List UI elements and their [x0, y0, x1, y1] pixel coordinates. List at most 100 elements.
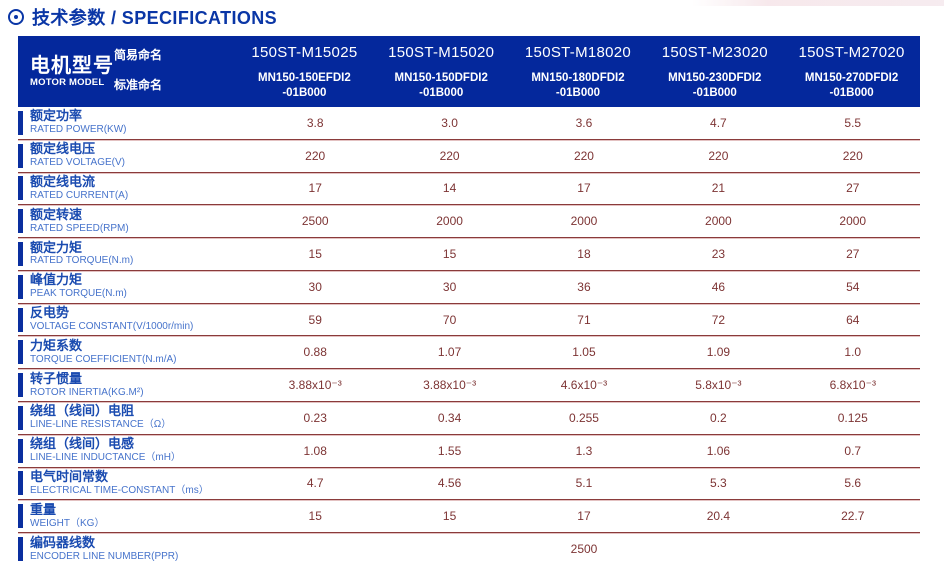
model-columns: 150ST-M15025 MN150-150EFDI2 -01B000 150ST-M… [236, 36, 920, 107]
row-label-text: 额定线电流 RATED CURRENT(A) [30, 173, 128, 202]
spec-value-cell: 20.4 [706, 509, 731, 524]
row-label-zh: 额定转速 [30, 206, 83, 222]
motor-model-label-en: MOTOR MODEL [30, 76, 105, 88]
spec-value-cell: 15 [308, 509, 322, 524]
row-label-en: RATED TORQUE(N.m) [30, 255, 134, 267]
row-label-zh: 反电势 [30, 305, 70, 321]
model-standard-line2: -01B000 [829, 86, 874, 99]
spec-value-cell: 2500 [301, 214, 329, 229]
row-label: 绕组（线间）电阻 LINE-LINE RESISTANCE（Ω） [18, 402, 248, 434]
row-label: 重量 WEIGHT（KG） [18, 500, 248, 532]
row-label-text: 绕组（线间）电感 LINE-LINE INDUCTANCE（mH） [30, 436, 181, 464]
spec-value-cell: 30 [442, 279, 457, 294]
table-body: 额定功率 RATED POWER(KW) 3.8 3.0 3.6 4.7 5.5 额定线电压 R… [18, 107, 920, 565]
model-standard-line1: MN150-150EFDI2 [258, 72, 351, 85]
spec-row: 绕组（线间）电阻 LINE-LINE RESISTANCE（Ω） 0.23 0.34 0… [18, 401, 920, 434]
row-values: 59 70 71 72 64 [248, 304, 920, 336]
spec-row: 重量 WEIGHT（KG） 15 15 17 20.4 22.7 [18, 499, 920, 532]
model-column: 150ST-M15025 MN150-150EFDI2 -01B000 [236, 36, 373, 107]
model-standard-line2: -01B000 [555, 86, 601, 99]
row-label-text: 编码器线数 ENCODER LINE NUMBER(PPR) [30, 535, 178, 563]
row-label-text: 力矩系数 TORQUE COEFFICIENT(N.m/A) [30, 337, 177, 366]
row-accent-bar [18, 438, 23, 463]
row-label-zh: 绕组（线间）电阻 [30, 403, 135, 419]
row-accent-bar [18, 471, 23, 496]
spec-value-cell: 15 [442, 509, 457, 524]
spec-value-cell: 4.56 [437, 476, 462, 491]
model-simple-name: 150ST-M18020 [524, 44, 632, 61]
spec-value-merged: 2500 [570, 542, 598, 557]
row-values: 2500 [248, 533, 920, 565]
spec-value-cell: 4.7 [306, 476, 324, 491]
model-simple-name: 150ST-M15025 [251, 44, 358, 61]
spec-row: 电气时间常数 ELECTRICAL TIME-CONSTANT（ms） 4.7 4.5… [18, 466, 920, 500]
spec-value-cell: 15 [308, 247, 322, 262]
spec-value-cell: 2000 [570, 214, 598, 229]
spec-row: 转子惯量 ROTOR INERTIA(KG.M²) 3.88x10⁻³ 3.88x10… [18, 368, 920, 401]
spec-value-cell: 22.7 [841, 509, 865, 524]
row-label-zh: 转子惯量 [30, 370, 83, 386]
row-label-en: RATED SPEED(RPM) [30, 222, 129, 234]
circle-dot-icon [8, 9, 24, 25]
row-label-en: RATED POWER(KW) [30, 124, 127, 136]
spec-value-cell: 64 [846, 312, 860, 327]
spec-row: 力矩系数 TORQUE COEFFICIENT(N.m/A) 0.88 1.07 1.0… [18, 335, 920, 368]
row-label: 反电势 VOLTAGE CONSTANT(V/1000r/min) [18, 304, 248, 336]
spec-value-cell: 30 [308, 279, 322, 294]
spec-value-cell: 0.125 [837, 410, 868, 425]
spec-value-cell: 5.1 [575, 476, 593, 491]
spec-value-cell: 1.55 [437, 443, 462, 458]
spec-value-cell: 5.6 [844, 476, 862, 491]
spec-value-cell: 23 [711, 247, 726, 262]
page-title: 技术参数 / SPECIFICATIONS [32, 8, 278, 28]
row-label-text: 额定功率 RATED POWER(KW) [30, 108, 127, 136]
spec-value-cell: 5.8x10⁻³ [695, 378, 742, 393]
row-accent-bar [18, 340, 23, 365]
spec-value-cell: 46 [711, 279, 726, 294]
row-label-text: 重量 WEIGHT（KG） [30, 502, 105, 530]
row-label-en: LINE-LINE INDUCTANCE（mH） [30, 452, 181, 464]
row-label-zh: 额定力矩 [30, 239, 83, 255]
simple-name-label: 简易命名 [114, 48, 163, 62]
spec-value-cell: 1.07 [437, 345, 462, 360]
motor-model-label-zh: 电机型号 [30, 54, 114, 77]
spec-value-cell: 2000 [839, 214, 867, 229]
spec-value-cell: 1.05 [572, 345, 596, 360]
row-label-text: 额定转速 RATED SPEED(RPM) [30, 206, 129, 235]
spec-value-cell: 21 [711, 181, 726, 196]
row-label-zh: 力矩系数 [30, 337, 83, 353]
model-standard-line1: MN150-150DFDI2 [394, 72, 488, 85]
spec-value-cell: 14 [442, 181, 457, 196]
spec-value-cell: 3.0 [441, 115, 458, 130]
spec-value-cell: 36 [577, 279, 591, 294]
spec-value-cell: 18 [577, 247, 591, 262]
row-label: 额定力矩 RATED TORQUE(N.m) [18, 238, 248, 270]
row-label-text: 反电势 VOLTAGE CONSTANT(V/1000r/min) [30, 305, 194, 333]
row-label-text: 转子惯量 ROTOR INERTIA(KG.M²) [30, 370, 144, 399]
spec-value-cell: 1.3 [575, 443, 593, 458]
row-values: 220 220 220 220 220 [248, 140, 920, 172]
row-label-en: TORQUE COEFFICIENT(N.m/A) [30, 353, 177, 365]
spec-value-cell: 3.88x10⁻³ [423, 378, 477, 393]
row-values: 3.88x10⁻³ 3.88x10⁻³ 4.6x10⁻³ 5.8x10⁻³ 6.8x10… [248, 369, 920, 401]
spec-value-cell: 1.0 [844, 345, 862, 360]
spec-value-cell: 0.23 [303, 410, 327, 425]
row-values: 0.88 1.07 1.05 1.09 1.0 [248, 336, 920, 368]
row-label-en: WEIGHT（KG） [30, 517, 105, 529]
spec-row: 峰值力矩 PEAK TORQUE(N.m) 30 30 36 46 54 [18, 269, 920, 303]
model-standard-name: MN150-270DFDI2 -01B000 [805, 71, 898, 100]
row-label-text: 绕组（线间）电阻 LINE-LINE RESISTANCE（Ω） [30, 404, 171, 431]
row-accent-bar [18, 176, 23, 201]
row-label-zh: 额定线电流 [30, 173, 96, 189]
spec-value-cell: 5.3 [710, 476, 727, 491]
row-label-en: VOLTAGE CONSTANT(V/1000r/min) [30, 321, 194, 333]
spec-value-cell: 27 [846, 247, 860, 262]
model-column: 150ST-M15020 MN150-150DFDI2 -01B000 [373, 36, 510, 107]
row-label-en: ELECTRICAL TIME-CONSTANT（ms） [30, 484, 209, 496]
spec-row: 额定力矩 RATED TORQUE(N.m) 15 15 18 23 27 [18, 237, 920, 270]
spec-value-cell: 0.34 [437, 410, 462, 425]
spec-value-cell: 0.255 [568, 410, 599, 425]
row-label: 编码器线数 ENCODER LINE NUMBER(PPR) [18, 533, 248, 565]
model-column: 150ST-M23020 MN150-230DFDI2 -01B000 [646, 36, 783, 107]
model-simple-name: 150ST-M23020 [661, 44, 768, 61]
